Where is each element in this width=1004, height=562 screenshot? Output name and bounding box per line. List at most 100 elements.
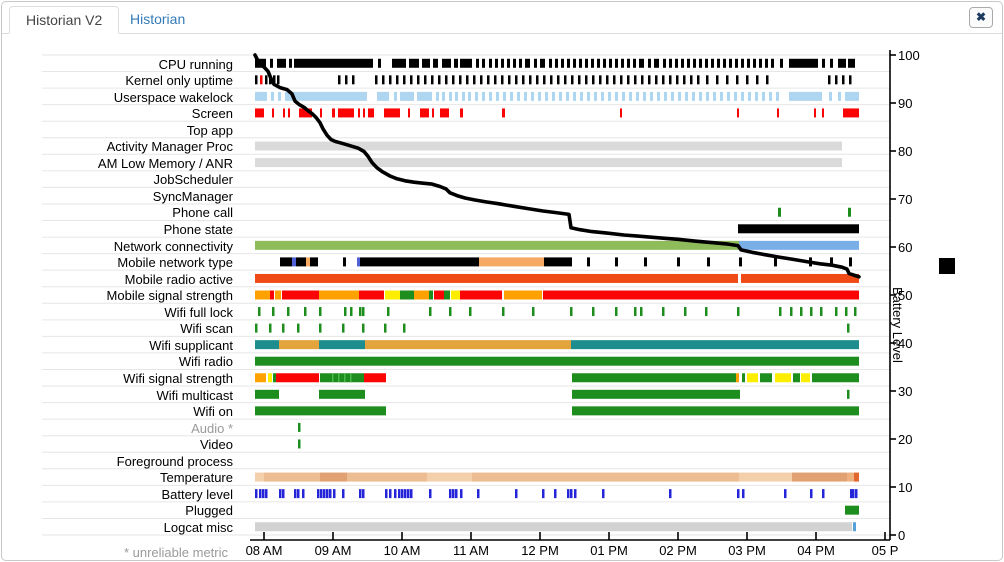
row-label-wifi-full-lock: Wifi full lock: [164, 304, 233, 320]
timeline-tick: [566, 91, 569, 101]
timeline-bar: [736, 373, 739, 383]
timeline-tick: [272, 307, 275, 317]
timeline-tick: [822, 489, 825, 499]
timeline-tick: [507, 58, 510, 68]
timeline-bar: [792, 472, 847, 482]
timeline-tick: [332, 373, 334, 383]
timeline-tick: [741, 58, 744, 68]
timeline-tick: [455, 489, 458, 499]
timeline-bar: [276, 373, 319, 383]
timeline-bar: [255, 373, 266, 383]
timeline-bar: [357, 257, 360, 267]
timeline-tick: [473, 75, 476, 85]
timeline-bar: [639, 58, 644, 68]
timeline-tick: [664, 91, 667, 101]
timeline-tick: [501, 75, 504, 85]
timeline-tick: [734, 91, 737, 101]
timeline-bar: [264, 472, 320, 482]
timeline-tick: [778, 207, 781, 217]
timeline-bar: [280, 257, 292, 267]
timeline-tick: [591, 58, 594, 68]
timeline-tick: [398, 489, 401, 499]
timeline-tick: [780, 58, 783, 68]
timeline-bar: [847, 472, 854, 482]
timeline-bar: [255, 340, 279, 350]
timeline-bar: [427, 472, 472, 482]
timeline-bar: [359, 290, 384, 300]
timeline-tick: [532, 307, 535, 317]
timeline-tick: [597, 58, 600, 68]
row-label-temperature: Temperature: [160, 470, 233, 486]
timeline-tick: [515, 75, 518, 85]
timeline-tick: [587, 91, 590, 101]
row-label-kernel-only-uptime: Kernel only uptime: [125, 73, 233, 89]
timeline-tick: [459, 75, 462, 85]
timeline-tick: [675, 58, 678, 68]
timeline-tick: [522, 75, 525, 85]
timeline-tick: [449, 489, 452, 499]
timeline-tick: [643, 91, 646, 101]
timeline-tick: [375, 75, 378, 85]
tab-historian[interactable]: Historian: [130, 11, 186, 27]
timeline-bar: [572, 389, 740, 399]
timeline-tick: [531, 91, 534, 101]
row-label-phone-call: Phone call: [172, 205, 233, 221]
timeline-bar: [292, 257, 296, 267]
timeline-tick: [585, 58, 588, 68]
timeline-tick: [265, 75, 268, 85]
timeline-tick: [342, 323, 345, 333]
timeline-tick: [449, 91, 452, 101]
row-label-mobile-network-type: Mobile network type: [117, 255, 233, 271]
timeline-tick: [706, 91, 709, 101]
timeline-tick: [620, 75, 623, 85]
timeline-tick: [489, 91, 492, 101]
timeline-bar: [854, 472, 859, 482]
x-tick-label: 04 PM: [797, 543, 835, 558]
timeline-tick: [711, 58, 714, 68]
y-tick-label: 50: [898, 288, 913, 303]
timeline-bar: [282, 290, 319, 300]
timeline-tick: [387, 307, 390, 317]
row-label-syncmanager: SyncManager: [152, 188, 233, 204]
timeline-tick: [559, 91, 562, 101]
timeline-tick: [692, 91, 695, 101]
timeline-bar: [400, 290, 414, 300]
timeline-tick: [304, 307, 307, 317]
timeline-bar: [279, 340, 319, 350]
timeline-tick: [482, 58, 485, 68]
timeline-tick: [297, 489, 300, 499]
timeline-tick: [820, 307, 823, 317]
timeline-tick: [468, 91, 471, 101]
timeline-tick: [847, 389, 850, 399]
timeline-tick: [746, 75, 749, 85]
timeline-tick: [302, 489, 305, 499]
timeline-tick: [320, 489, 323, 499]
timeline-tick: [669, 58, 672, 68]
timeline-tick: [567, 58, 570, 68]
timeline-tick: [384, 323, 387, 333]
timeline-tick: [345, 75, 348, 85]
row-label-mobile-radio-active: Mobile radio active: [124, 271, 233, 287]
timeline-tick: [669, 75, 672, 85]
y-tick-label: 60: [898, 240, 913, 255]
timeline-tick: [671, 91, 674, 101]
timeline-bar: [814, 108, 816, 118]
timeline-bar: [420, 108, 429, 118]
timeline-tick: [574, 489, 577, 499]
timeline-bar: [502, 108, 505, 118]
close-button[interactable]: ✖: [969, 7, 993, 28]
timeline-bar: [343, 257, 346, 267]
timeline-bar: [285, 91, 367, 101]
timeline-bar: [454, 58, 458, 68]
timeline-bar: [460, 108, 463, 118]
timeline-tick: [519, 58, 522, 68]
row-label-activity-manager-proc: Activity Manager Proc: [106, 139, 233, 155]
timeline-tick: [404, 489, 407, 499]
timeline-bar: [288, 108, 290, 118]
tab-historian-v2[interactable]: Historian V2: [9, 6, 120, 34]
timeline-tick: [410, 75, 413, 85]
timeline-tick: [640, 307, 643, 317]
timeline-bar: [255, 158, 842, 168]
row-label-screen: Screen: [191, 106, 233, 122]
